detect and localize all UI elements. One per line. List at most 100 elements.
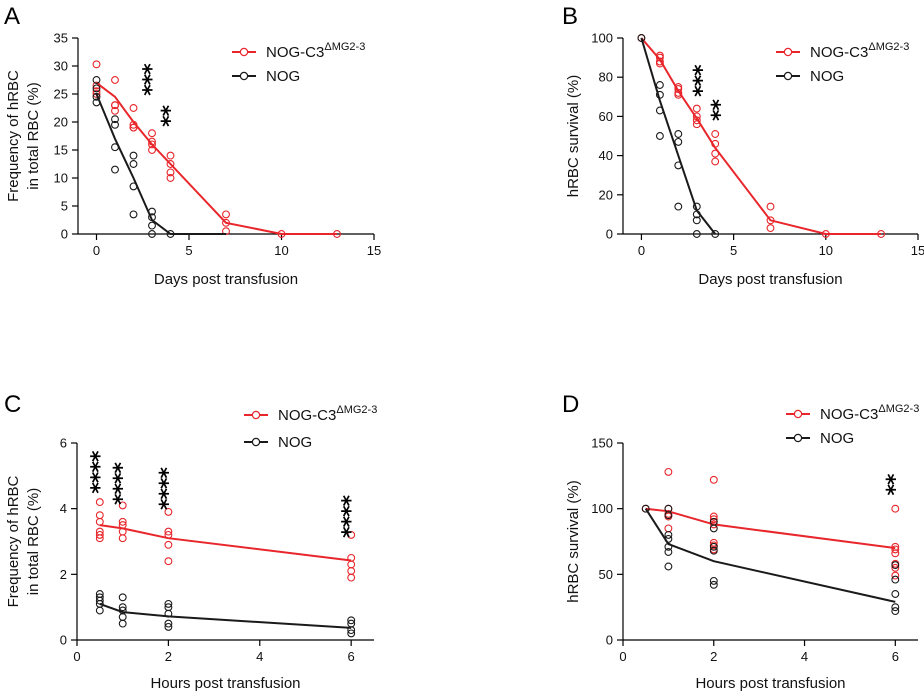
legend-label: NOG [266,68,300,85]
data-point-black [347,629,356,638]
significance-stars: *** [690,64,715,97]
x-tick-label: 0 [93,243,100,258]
data-point-black [664,534,673,543]
legend-marker-black [783,71,793,81]
data-point-red [692,116,701,125]
data-point-red [766,202,775,211]
y-tick-label: 0 [606,633,613,648]
data-point-red [164,527,173,536]
data-point-red [166,168,175,177]
data-point-red [164,507,173,516]
data-point-black [674,137,683,146]
panel-letter: D [562,391,579,418]
legend-label-superscript: ΔMG2-3 [868,41,909,53]
data-point-red [711,149,720,158]
panel-letter: A [4,3,20,30]
data-point-red [148,129,156,138]
x-axis-title: Days post transfusion [154,271,298,288]
significance-stars: **** [339,494,364,538]
data-point-red [111,106,119,115]
y-tick-label: 2 [60,567,67,582]
legend-label: NOG-C3ΔMG2-3 [278,404,377,424]
data-point-black [711,230,720,238]
x-axis-title: Hours post transfusion [695,675,845,692]
legend-marker-red [793,409,803,419]
data-point-red [277,230,286,238]
data-point-black [92,98,101,107]
y-tick-label: 50 [599,567,613,582]
x-tick-label: 6 [348,649,355,664]
legend-label-superscript: ΔMG2-3 [324,41,365,53]
x-tick-label: 6 [892,649,899,664]
data-point-red [118,534,127,543]
x-tick-label: 10 [819,243,833,258]
data-point-red [711,157,720,166]
legend-label: NOG [278,434,312,451]
data-point-red [709,515,718,524]
data-point-red [347,530,356,539]
legend-marker-black [239,71,249,81]
series-line-black [644,508,896,603]
data-point-red [766,216,775,225]
x-tick-label: 10 [274,243,288,258]
y-tick-label: 0 [606,227,613,242]
x-tick-label: 0 [73,649,80,664]
data-point-red [674,85,683,93]
data-point-black [891,603,900,612]
data-point-red [709,520,718,529]
data-point-black [655,90,664,99]
data-point-red [95,530,104,539]
data-point-red [148,140,156,149]
data-point-black [664,511,673,520]
data-point-black [92,84,101,93]
data-point-red [709,475,718,484]
legend-label-superscript: ΔMG2-3 [336,404,377,416]
y-axis-title: Frequency of hRBC [5,475,22,607]
data-point-red [95,517,104,526]
data-point-red [95,534,104,543]
data-point-black [164,622,173,631]
y-tick-label: 4 [60,501,67,516]
significance-stars: ** [158,104,183,127]
significance-stars: ** [883,473,908,496]
legend-marker-red [783,47,793,57]
y-tick-label: 10 [54,171,68,186]
chart-panel-c: C 0 2 4 6 0 2 4 6 Hours post transfusion Frequency… [4,391,377,692]
significance-stars: **** [156,466,181,510]
data-point-black [891,590,900,598]
data-point-red [129,104,138,112]
significance-stars: **** [110,462,135,506]
data-point-black [164,619,173,628]
data-point-black [118,603,127,612]
chart-panel-b: B 0 5 10 15 0 20 40 60 80 100 Days post transfusion… [562,3,924,288]
data-point-black [891,561,900,570]
data-point-black [891,607,900,616]
data-point-black [129,210,138,219]
x-axis-title: Days post transfusion [698,271,842,288]
data-point-red [118,517,127,526]
x-axis-title: Hours post transfusion [150,675,300,692]
data-point-red [166,160,175,168]
legend-marker-red [239,47,249,57]
data-point-red [766,224,775,233]
legend-label: NOG-C3ΔMG2-3 [266,41,365,61]
data-point-black [148,207,156,216]
legend-label: NOG-C3ΔMG2-3 [820,403,919,423]
data-point-black [148,213,156,222]
data-point-red [664,524,673,533]
y-tick-label: 150 [591,436,613,451]
data-point-red [111,76,119,84]
data-point-black [95,596,104,605]
data-point-red [222,218,230,227]
x-tick-label: 15 [911,243,924,258]
data-point-black [111,120,119,129]
data-point-red [166,151,175,160]
data-point-black [637,34,646,42]
data-point-black [111,115,119,124]
data-point-red [711,130,720,138]
data-point-red [164,530,173,539]
data-point-black [664,548,673,556]
data-point-black [709,524,718,533]
data-point-red [692,120,701,129]
